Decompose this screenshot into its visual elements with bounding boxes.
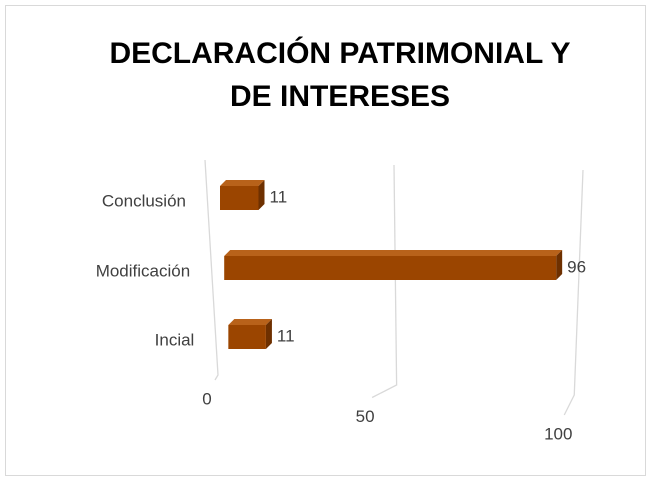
y-tick-label: Modificación [96,261,191,280]
y-tick-label: Conclusión [102,191,186,210]
data-label: 96 [567,257,586,276]
data-label: 11 [277,326,295,345]
chart-title: DECLARACIÓN PATRIMONIAL Y DE INTERESES [109,37,571,113]
x-tick-label: 100 [544,424,572,443]
bar-top [228,319,272,325]
bar-side [265,319,272,349]
bar [228,325,266,349]
frame [5,5,646,476]
grid-line [204,159,219,381]
bar-side [556,250,563,280]
x-tick-label: 0 [202,389,211,408]
data-label: 11 [270,187,288,206]
grid-line [563,169,584,416]
bar-top [224,250,563,256]
y-tick-label: Incial [155,330,195,349]
grid-line [371,164,398,399]
bar-side [258,180,265,210]
bar-top [220,180,265,186]
x-tick-label: 50 [356,407,375,426]
bar [220,186,259,210]
bar [224,256,557,280]
